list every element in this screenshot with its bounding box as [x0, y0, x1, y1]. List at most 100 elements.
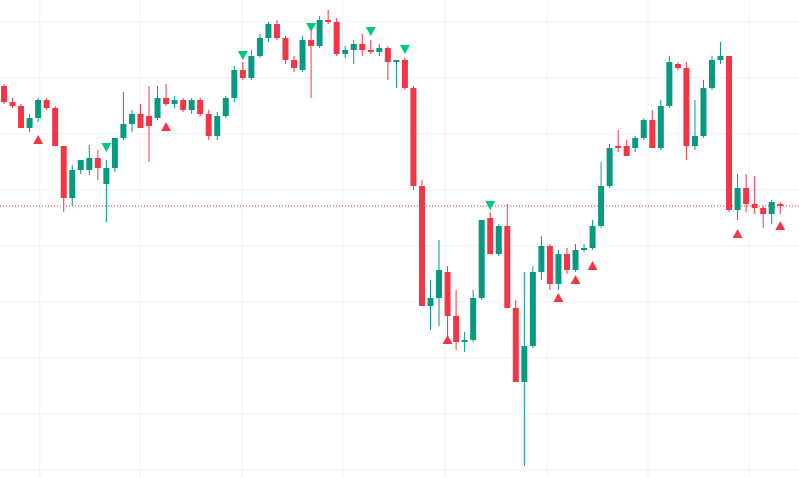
- candle-body: [180, 100, 187, 110]
- candle-body: [77, 160, 84, 170]
- candle-body: [521, 346, 528, 382]
- candle-body: [649, 120, 656, 148]
- candle-body: [427, 298, 434, 306]
- candle-body: [598, 186, 605, 226]
- candle-body: [751, 204, 758, 208]
- candle-body: [60, 146, 67, 198]
- candle-body: [589, 226, 596, 248]
- candle-body: [444, 272, 451, 316]
- candle-body: [163, 98, 170, 104]
- candle-body: [239, 70, 246, 78]
- candle-body: [94, 158, 101, 168]
- candle-body: [111, 138, 118, 168]
- candle-body: [205, 114, 212, 136]
- candle-body: [436, 270, 443, 298]
- candle-body: [154, 98, 161, 118]
- candle-body: [640, 120, 647, 138]
- candle-body: [691, 136, 698, 146]
- candle-body: [666, 62, 673, 106]
- buy-signal: [587, 261, 598, 270]
- candle-body: [410, 88, 417, 186]
- candle-body: [43, 100, 50, 108]
- candle-body: [581, 248, 588, 250]
- candle-body: [546, 246, 553, 284]
- candle-body: [52, 108, 59, 146]
- candle-body: [555, 254, 562, 284]
- candle-body: [325, 20, 332, 22]
- candle-body: [615, 146, 622, 148]
- candle-body: [350, 44, 357, 50]
- candle-body: [760, 208, 767, 214]
- candle-body: [504, 226, 511, 308]
- candle-body: [768, 202, 775, 214]
- candle-body: [231, 70, 238, 98]
- candle-body: [470, 298, 477, 340]
- candle-body: [316, 20, 323, 46]
- candle-body: [563, 254, 570, 270]
- candle-body: [1, 86, 7, 102]
- candle-body: [299, 40, 306, 70]
- candle-body: [495, 226, 502, 254]
- candle-body: [120, 124, 127, 138]
- sell-signal: [306, 23, 317, 32]
- candle-body: [418, 186, 425, 306]
- candle-body: [572, 250, 579, 270]
- candle-body: [171, 100, 178, 104]
- candle-body: [18, 106, 25, 128]
- buy-signal: [775, 221, 786, 230]
- candle-body: [222, 98, 229, 116]
- candle-body: [137, 114, 144, 128]
- candle-body: [282, 38, 289, 60]
- candle-body: [256, 38, 263, 56]
- buy-signal: [161, 122, 172, 131]
- buy-signal: [442, 335, 453, 344]
- candle-body: [708, 60, 715, 88]
- sell-signal: [237, 51, 248, 60]
- candle-body: [674, 64, 681, 68]
- candle-body: [291, 60, 298, 68]
- candle-body: [743, 188, 750, 204]
- candle-body: [393, 60, 400, 62]
- candle-body: [384, 48, 391, 62]
- candle-body: [35, 100, 42, 118]
- candle-body: [606, 148, 613, 186]
- candle-body: [265, 24, 272, 38]
- candle-body: [734, 188, 741, 210]
- candle-body: [726, 56, 733, 210]
- candle-body: [86, 158, 93, 170]
- candle-body: [657, 106, 664, 148]
- candle-body: [623, 146, 630, 156]
- candle-body: [453, 316, 460, 342]
- candle-body: [777, 204, 784, 206]
- candle-body: [248, 56, 255, 78]
- candle-body: [512, 308, 519, 382]
- sell-signal: [399, 45, 410, 54]
- candle-body: [401, 60, 408, 88]
- candle-body: [146, 116, 153, 126]
- candle-body: [487, 218, 494, 254]
- candle-body: [128, 114, 135, 124]
- candle-body: [700, 88, 707, 136]
- candle-body: [9, 102, 16, 106]
- candle-body: [308, 40, 315, 46]
- candle-body: [376, 48, 383, 52]
- candle-body: [538, 246, 545, 272]
- candle-body: [359, 44, 366, 50]
- candle-body: [461, 340, 468, 342]
- candle-body: [333, 22, 340, 54]
- candle-body: [717, 56, 724, 60]
- sell-signal: [101, 143, 112, 152]
- candle-body: [69, 170, 76, 198]
- sell-signal: [365, 27, 376, 36]
- candle-body: [342, 50, 349, 54]
- buy-signal: [553, 293, 564, 302]
- buy-signal: [732, 229, 743, 238]
- candle-body: [26, 118, 33, 128]
- candle-body: [214, 116, 221, 136]
- candle-body: [367, 50, 374, 52]
- candle-body: [632, 138, 639, 148]
- candle-body: [478, 220, 485, 298]
- candle-body: [197, 100, 204, 114]
- buy-signal: [570, 275, 581, 284]
